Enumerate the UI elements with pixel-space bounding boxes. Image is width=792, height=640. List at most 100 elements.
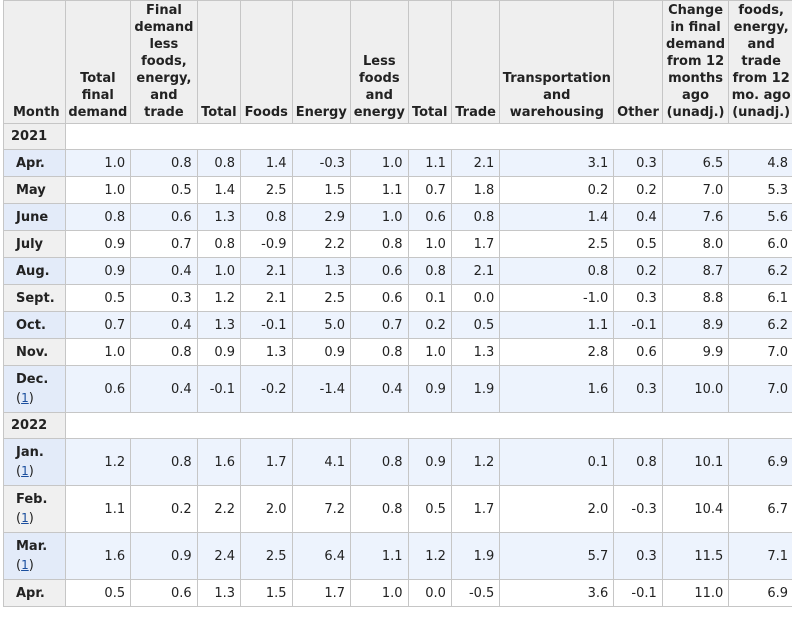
year-label: 2021 (3, 123, 66, 150)
value-cell: 1.3 (196, 311, 242, 339)
value-cell: 6.0 (728, 230, 792, 258)
value-cell: 0.9 (130, 532, 198, 580)
value-cell: -0.3 (613, 485, 663, 533)
value-cell: 0.8 (240, 203, 293, 231)
footnote-link[interactable]: 1 (21, 558, 29, 572)
footnote-link[interactable]: 1 (21, 391, 29, 405)
month-cell: May (3, 176, 66, 204)
value-cell: 0.3 (130, 284, 198, 312)
table-body: 2021 Apr. 1.0 0.8 0.8 1.4 -0.3 1.0 1.1 2.1 3.1 0.3 6… (3, 123, 792, 607)
value-cell: 1.7 (291, 579, 352, 607)
value-cell: 0.9 (196, 338, 242, 366)
value-cell: 1.3 (196, 203, 242, 231)
month-label: Dec. (16, 372, 49, 387)
value-cell: -0.1 (196, 365, 242, 413)
value-cell: 6.7 (728, 485, 792, 533)
value-cell: 1.0 (350, 149, 409, 177)
value-cell: -0.2 (240, 365, 293, 413)
value-cell: 0.2 (407, 311, 452, 339)
year-row: 2021 (3, 123, 792, 150)
value-cell: 0.1 (407, 284, 452, 312)
table-row: Apr. 1.0 0.8 0.8 1.4 -0.3 1.0 1.1 2.1 3.1 0.3 6.5 4.… (3, 149, 792, 177)
value-cell: 0.5 (613, 230, 663, 258)
table-row: Feb. (1) 1.1 0.2 2.2 2.0 7.2 0.8 0.5 1.7 2.0 -0.3 10… (3, 485, 792, 533)
value-cell: 2.5 (291, 284, 352, 312)
value-cell: 0.3 (613, 284, 663, 312)
value-cell: 6.9 (728, 579, 792, 607)
value-cell: 0.4 (130, 311, 198, 339)
col-header-other: Other (613, 0, 663, 124)
value-cell: 0.7 (407, 176, 452, 204)
value-cell: 2.0 (240, 485, 293, 533)
value-cell: 0.8 (130, 338, 198, 366)
value-cell: 1.1 (350, 532, 409, 580)
year-label: 2022 (3, 412, 66, 439)
value-cell: 0.9 (407, 365, 452, 413)
month-cell: Apr. (3, 149, 66, 177)
value-cell: -0.1 (613, 579, 663, 607)
month-label: Apr. (16, 585, 45, 601)
value-cell: 0.6 (130, 579, 198, 607)
value-cell: 8.0 (661, 230, 730, 258)
table-row: Nov. 1.0 0.8 0.9 1.3 0.9 0.8 1.0 1.3 2.8 0.6 9.9 7.0 (3, 338, 792, 366)
month-label: Sept. (16, 290, 55, 306)
value-cell: 1.0 (64, 176, 132, 204)
value-cell: 1.3 (450, 338, 501, 366)
value-cell: 0.8 (499, 257, 615, 285)
value-cell: 0.3 (613, 149, 663, 177)
footnote-link[interactable]: 1 (21, 464, 29, 478)
month-cell: Apr. (3, 579, 66, 607)
month-cell: Oct. (3, 311, 66, 339)
value-cell: 8.8 (661, 284, 730, 312)
table-row: Apr. 0.5 0.6 1.3 1.5 1.7 1.0 0.0 -0.5 3.6 -0.1 11.0… (3, 579, 792, 607)
value-cell: 1.0 (350, 579, 409, 607)
value-cell: 5.3 (728, 176, 792, 204)
value-cell: 7.6 (661, 203, 730, 231)
col-header-trade: Trade (450, 0, 501, 124)
col-header-energy: Energy (291, 0, 352, 124)
value-cell: 0.2 (613, 257, 663, 285)
value-cell: 1.9 (450, 365, 501, 413)
value-cell: 1.5 (240, 579, 293, 607)
month-cell: June (3, 203, 66, 231)
ppi-table: Month Total final demand Final demand le… (3, 0, 792, 607)
table-row: Aug. 0.9 0.4 1.0 2.1 1.3 0.6 0.8 2.1 0.8 0.2 8.7 6.2 (3, 257, 792, 285)
value-cell: 0.2 (499, 176, 615, 204)
table-row: Mar. (1) 1.6 0.9 2.4 2.5 6.4 1.1 1.2 1.9 5.7 0.3 11.… (3, 532, 792, 580)
month-label: Mar. (16, 539, 48, 554)
value-cell: 0.8 (196, 230, 242, 258)
value-cell: -0.5 (450, 579, 501, 607)
value-cell: 1.2 (64, 438, 132, 486)
month-cell: Nov. (3, 338, 66, 366)
table-row: June 0.8 0.6 1.3 0.8 2.9 1.0 0.6 0.8 1.4 0.4 7.6 5.6 (3, 203, 792, 231)
value-cell: 7.2 (291, 485, 352, 533)
value-cell: 2.2 (291, 230, 352, 258)
value-cell: 2.4 (196, 532, 242, 580)
value-cell: 1.0 (350, 203, 409, 231)
month-label: Apr. (16, 155, 45, 171)
value-cell: -0.9 (240, 230, 293, 258)
value-cell: 0.2 (613, 176, 663, 204)
header-row: Month Total final demand Final demand le… (3, 0, 792, 124)
value-cell: 1.7 (240, 438, 293, 486)
value-cell: 0.8 (450, 203, 501, 231)
value-cell: 1.2 (196, 284, 242, 312)
value-cell: 1.3 (240, 338, 293, 366)
value-cell: 0.9 (407, 438, 452, 486)
value-cell: 9.9 (661, 338, 730, 366)
month-cell: Dec. (1) (3, 365, 66, 413)
month-cell: Feb. (1) (3, 485, 66, 533)
value-cell: 1.4 (196, 176, 242, 204)
value-cell: 2.5 (240, 532, 293, 580)
footnote-link[interactable]: 1 (21, 511, 29, 525)
value-cell: 0.6 (407, 203, 452, 231)
value-cell: 1.1 (64, 485, 132, 533)
month-cell: July (3, 230, 66, 258)
value-cell: 5.7 (499, 532, 615, 580)
value-cell: 1.6 (64, 532, 132, 580)
value-cell: 10.1 (661, 438, 730, 486)
table-row: Oct. 0.7 0.4 1.3 -0.1 5.0 0.7 0.2 0.5 1.1 -0.1 8.9 6… (3, 311, 792, 339)
value-cell: 1.2 (407, 532, 452, 580)
value-cell: 0.5 (130, 176, 198, 204)
value-cell: 1.7 (450, 230, 501, 258)
